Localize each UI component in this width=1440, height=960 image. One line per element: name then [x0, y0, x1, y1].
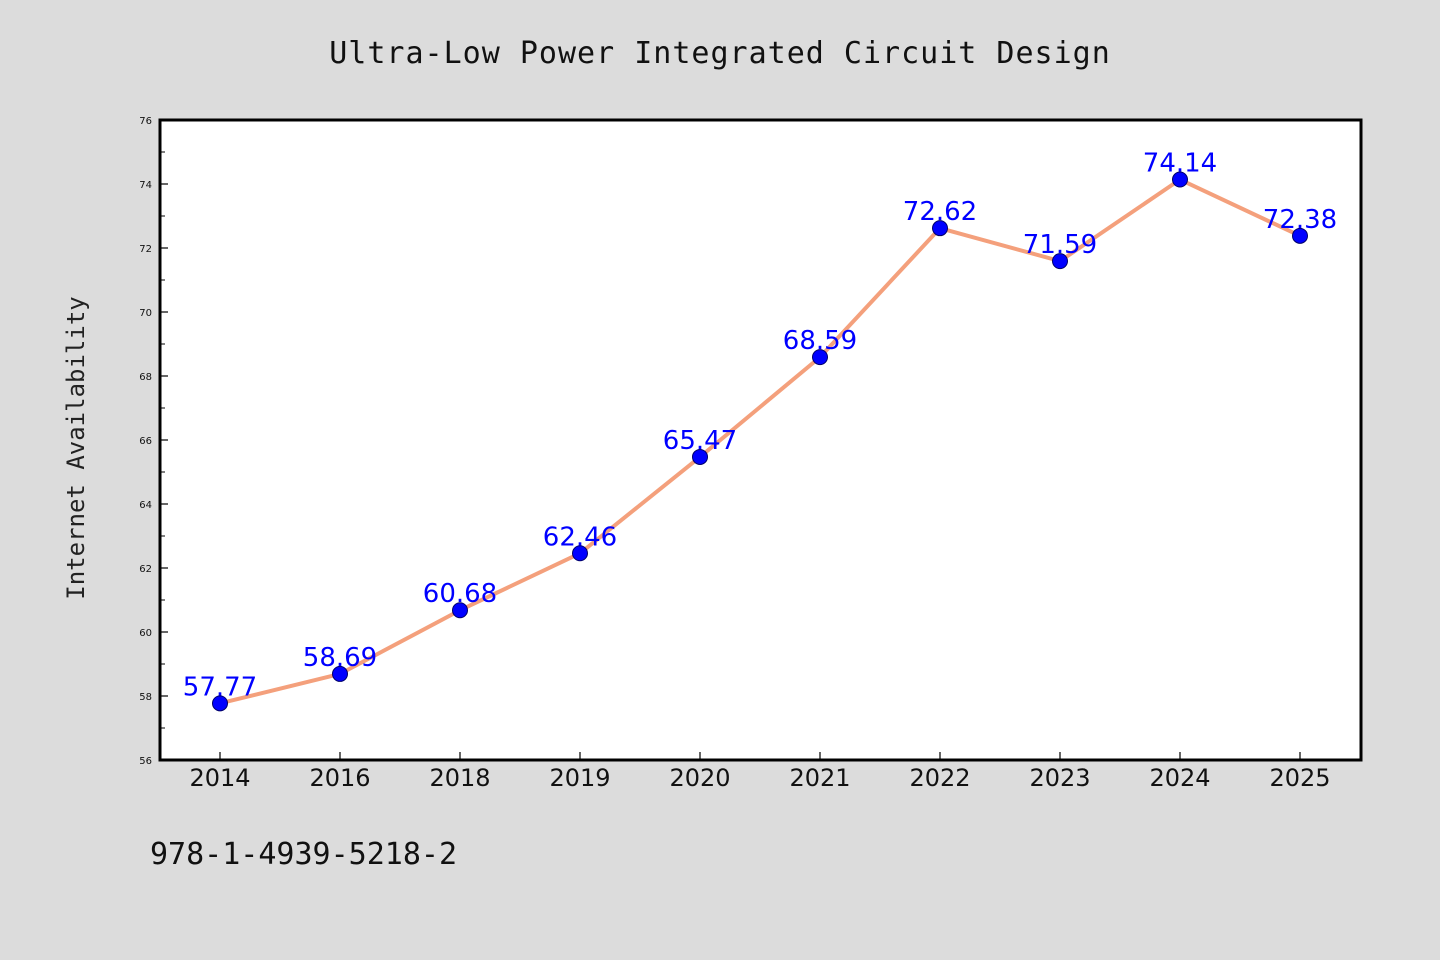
x-axis-ticks: 2014 2016 2018 2019 2020 2021 2022 2023 2024 2025: [189, 752, 1331, 792]
data-label: 62.46: [543, 522, 617, 552]
data-point: [332, 665, 348, 682]
x-tick-label: 2021: [789, 764, 850, 792]
y-tick-label: 72: [139, 244, 152, 255]
data-label: 58.69: [303, 643, 377, 673]
data-label: 74.14: [1143, 149, 1217, 179]
data-point: [932, 220, 948, 237]
data-label: 72.62: [903, 197, 977, 227]
y-tick-label: 60: [139, 628, 152, 639]
y-tick-label: 76: [139, 116, 152, 127]
data-label: 68.59: [783, 326, 857, 356]
y-tick-label: 56: [139, 756, 152, 767]
y-axis-ticks: 56 58 60 62 64 66 68 70 72 74 76: [139, 116, 168, 767]
data-label: 57.77: [183, 672, 257, 702]
isbn-text: 978-1-4939-5218-2: [150, 837, 457, 872]
x-tick-label: 2018: [429, 764, 490, 792]
y-tick-label: 58: [139, 692, 152, 703]
y-axis-label: Internet Availability: [62, 296, 90, 599]
data-point: [452, 602, 468, 619]
x-tick-label: 2024: [1149, 764, 1210, 792]
x-tick-label: 2019: [549, 764, 610, 792]
data-point: [1292, 227, 1308, 244]
x-tick-label: 2016: [309, 764, 370, 792]
x-tick-label: 2014: [189, 764, 250, 792]
chart-title: Ultra-Low Power Integrated Circuit Desig…: [329, 36, 1111, 71]
plot-area: [158, 118, 1363, 762]
y-tick-label: 64: [139, 500, 152, 511]
data-label: 72.38: [1263, 205, 1337, 235]
y-tick-label: 68: [139, 372, 152, 383]
series-line: [218, 177, 1302, 706]
data-point: [812, 349, 828, 366]
y-tick-label: 70: [139, 308, 152, 319]
x-tick-label: 2023: [1029, 764, 1090, 792]
y-tick-label: 74: [139, 180, 152, 191]
data-point: [572, 545, 588, 562]
x-tick-label: 2025: [1269, 764, 1330, 792]
data-label: 65.47: [663, 426, 737, 456]
y-tick-label: 66: [139, 436, 152, 447]
data-point: [212, 695, 228, 712]
data-point: [1052, 253, 1068, 270]
x-tick-label: 2020: [669, 764, 730, 792]
data-label: 71.59: [1023, 230, 1097, 260]
x-tick-label: 2022: [909, 764, 970, 792]
series-layer: [212, 171, 1308, 712]
data-label: 60.68: [423, 579, 497, 609]
y-tick-label: 62: [139, 564, 152, 575]
data-point: [692, 448, 708, 465]
data-point: [1172, 171, 1188, 188]
data-labels-layer: 57.77 58.69 60.68 62.46 65.47 68.59 72.62 71.59…: [183, 149, 1337, 703]
